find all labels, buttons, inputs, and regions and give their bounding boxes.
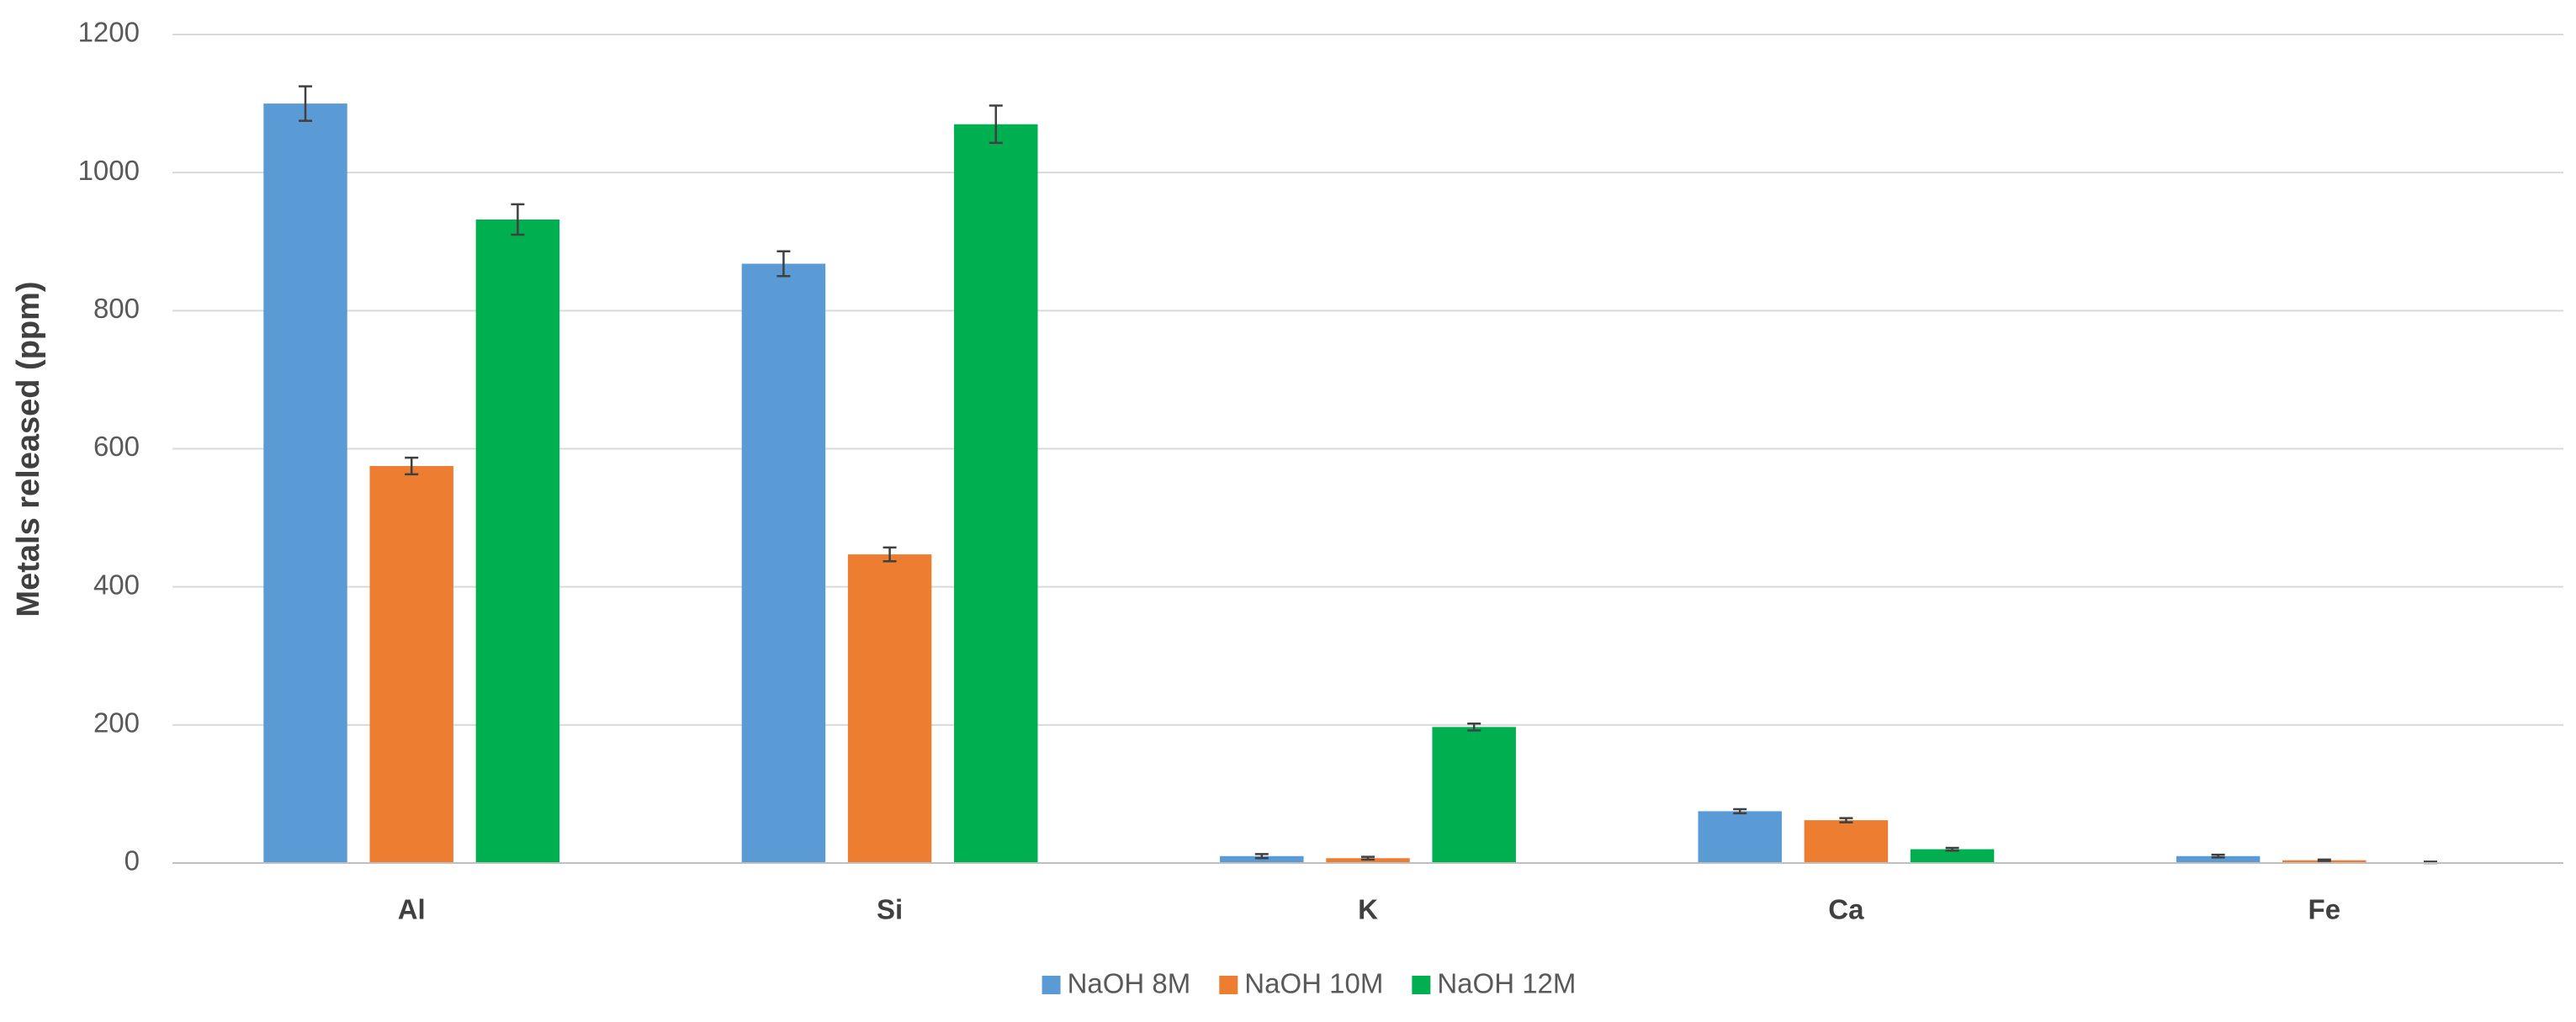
y-tick-label: 800 (93, 293, 140, 324)
y-tick-label: 1200 (78, 17, 140, 48)
bar (847, 554, 932, 863)
y-tick-label: 400 (93, 569, 140, 600)
bar (954, 124, 1038, 864)
legend-label: NaOH 8M (1068, 968, 1191, 999)
error-bar (1467, 722, 1481, 732)
error-bar (1839, 817, 1853, 823)
x-tick-label: Ca (1828, 894, 1864, 925)
x-tick-label: Si (877, 894, 903, 925)
legend-label: NaOH 12M (1437, 968, 1576, 999)
bar (1910, 849, 1995, 863)
legend-swatch (1412, 976, 1431, 994)
y-tick-label: 600 (93, 431, 140, 462)
bar (1698, 811, 1782, 863)
error-bar (2317, 858, 2331, 862)
legend-swatch (1042, 976, 1061, 994)
error-bar (1361, 855, 1375, 861)
x-tick-label: K (1358, 894, 1378, 925)
error-bar (1733, 808, 1747, 815)
error-bar (299, 85, 313, 122)
error-bar (1945, 846, 1959, 852)
bar (369, 466, 453, 863)
error-bar (511, 203, 525, 236)
x-tick-label: Fe (2308, 894, 2341, 925)
x-tick-label: Al (398, 894, 426, 925)
bar (1220, 855, 1304, 863)
y-tick-label: 0 (125, 845, 140, 876)
error-bar (1254, 853, 1269, 860)
error-bar (2211, 853, 2225, 859)
bar (1804, 820, 1889, 863)
bar (2176, 855, 2261, 863)
bar (263, 103, 347, 864)
error-bar (777, 250, 791, 278)
error-bar (989, 104, 1003, 145)
legend-swatch (1219, 976, 1238, 994)
bar (475, 219, 560, 863)
bar (741, 263, 826, 863)
y-tick-label: 1000 (78, 155, 140, 186)
error-bar (883, 546, 897, 563)
legend-label: NaOH 10M (1244, 968, 1383, 999)
error-bar (405, 456, 419, 476)
y-tick-label: 200 (93, 707, 140, 739)
y-axis-title: Metals released (ppm) (11, 281, 46, 617)
bar (1432, 727, 1516, 863)
